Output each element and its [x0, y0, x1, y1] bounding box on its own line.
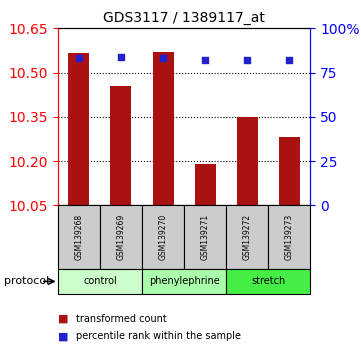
Text: control: control — [83, 276, 117, 286]
Bar — [279, 137, 300, 205]
Bar — [237, 117, 258, 205]
Title: GDS3117 / 1389117_at: GDS3117 / 1389117_at — [103, 11, 265, 24]
Bar — [110, 86, 131, 205]
Text: protocol: protocol — [4, 276, 49, 286]
Text: GSM139269: GSM139269 — [117, 214, 125, 260]
Bar — [58, 269, 142, 294]
Bar — [152, 52, 174, 205]
Text: GSM139272: GSM139272 — [243, 214, 252, 260]
Text: stretch: stretch — [251, 276, 286, 286]
Text: GSM139268: GSM139268 — [74, 214, 83, 260]
Point — [118, 54, 124, 59]
Point — [244, 57, 250, 63]
Text: percentile rank within the sample: percentile rank within the sample — [76, 331, 241, 341]
Bar — [184, 205, 226, 269]
Point — [202, 57, 208, 63]
Bar — [268, 205, 310, 269]
Bar — [226, 269, 310, 294]
Text: ■: ■ — [58, 314, 68, 324]
Bar — [58, 205, 100, 269]
Bar — [68, 53, 90, 205]
Text: phenylephrine: phenylephrine — [149, 276, 219, 286]
Bar — [195, 164, 216, 205]
Text: GSM139273: GSM139273 — [285, 214, 294, 260]
Point — [160, 56, 166, 61]
Bar — [142, 205, 184, 269]
Point — [287, 57, 292, 63]
Text: GSM139271: GSM139271 — [201, 214, 210, 260]
Bar — [100, 205, 142, 269]
Text: transformed count: transformed count — [76, 314, 166, 324]
Point — [76, 56, 82, 61]
Bar — [226, 205, 268, 269]
Text: ■: ■ — [58, 331, 68, 341]
Bar — [142, 269, 226, 294]
Text: GSM139270: GSM139270 — [158, 214, 168, 260]
